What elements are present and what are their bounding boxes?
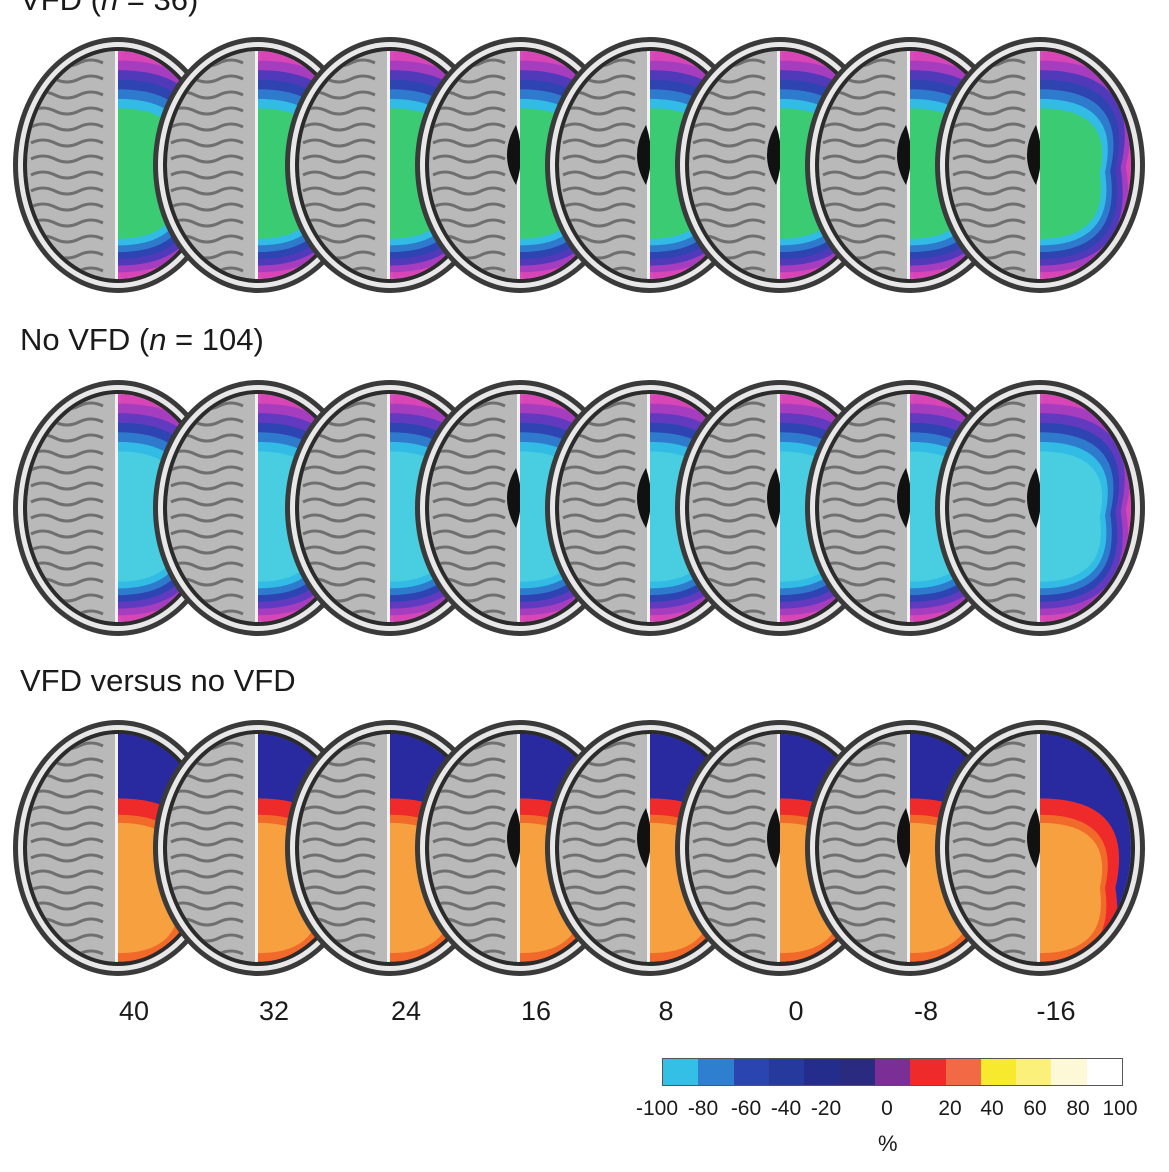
- slice-level-label: 16: [520, 996, 552, 1026]
- brain-slice: [935, 380, 1145, 636]
- colorbar-segment: [839, 1059, 875, 1085]
- row-title-no-vfd: No VFD (n = 104): [20, 322, 264, 357]
- slice-level-label: 24: [390, 996, 422, 1026]
- brain-slices-row-no-vfd: [13, 380, 1145, 636]
- colorbar: [662, 1058, 1123, 1086]
- colorbar-tick-label: 60: [1023, 1097, 1047, 1120]
- colorbar-segment: [874, 1059, 911, 1085]
- colorbar-tick-label: 80: [1066, 1097, 1090, 1120]
- colorbar-tick-label: -60: [730, 1097, 762, 1120]
- colorbar-segment: [1016, 1059, 1052, 1085]
- colorbar-segment: [1086, 1059, 1123, 1085]
- brain-slices-row-comparison: [13, 720, 1145, 976]
- colorbar-tick-label: 100: [1102, 1097, 1138, 1120]
- colorbar-tick-label: -80: [687, 1097, 719, 1120]
- colorbar-tick-label: 20: [938, 1097, 962, 1120]
- colorbar-segment: [768, 1059, 805, 1085]
- colorbar-segment: [1051, 1059, 1087, 1085]
- brain-slice: [935, 37, 1145, 293]
- slice-level-label: -16: [1036, 996, 1076, 1026]
- colorbar-tick-label: 40: [980, 1097, 1004, 1120]
- row-title-vfd-versus-no-vfd: VFD versus no VFD: [20, 663, 296, 698]
- colorbar-segment: [804, 1059, 840, 1085]
- slice-level-label: 8: [658, 996, 674, 1026]
- colorbar-tick-label: -20: [810, 1097, 842, 1120]
- slice-level-label: -8: [913, 996, 938, 1026]
- colorbar-tick-label: -100: [635, 1097, 679, 1120]
- brain-slices-row-vfd: [13, 37, 1145, 293]
- slice-level-label: 32: [258, 996, 290, 1026]
- colorbar-tick-label: 0: [881, 1097, 893, 1120]
- slice-level-label: 40: [118, 996, 150, 1026]
- colorbar-segment: [698, 1059, 734, 1085]
- slice-level-label: 0: [788, 996, 804, 1026]
- colorbar-segment: [945, 1059, 981, 1085]
- row-title-vfd: VFD (n = 36): [20, 0, 198, 18]
- colorbar-unit-label: %: [878, 1131, 898, 1156]
- brain-slice: [935, 720, 1145, 976]
- colorbar-segment: [910, 1059, 946, 1085]
- colorbar-segment: [733, 1059, 769, 1085]
- colorbar-segment: [663, 1059, 699, 1085]
- colorbar-segment: [980, 1059, 1017, 1085]
- colorbar-tick-label: -40: [770, 1097, 802, 1120]
